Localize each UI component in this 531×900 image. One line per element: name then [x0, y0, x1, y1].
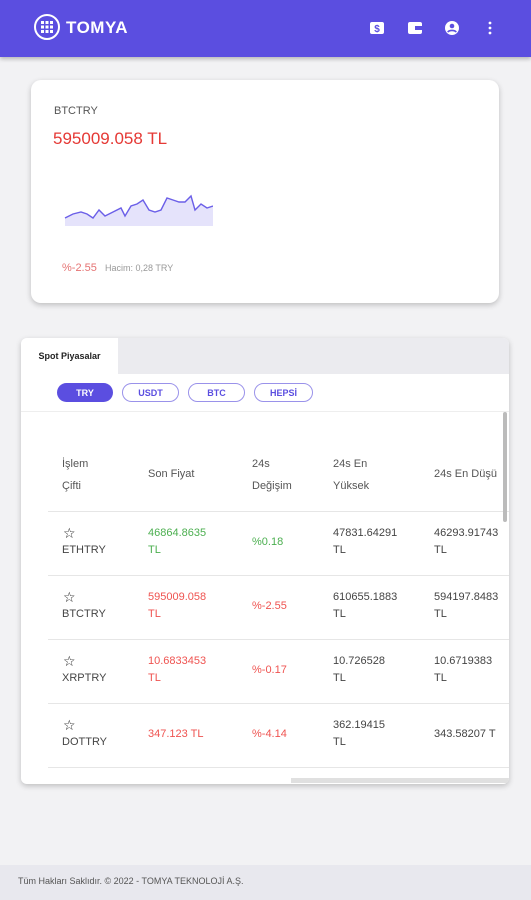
more-vertical-icon[interactable] — [482, 20, 498, 36]
header-high-line-1: 24s En — [333, 458, 368, 470]
header-change-line-1: 24s — [252, 458, 270, 470]
header-pair-line-2: Çifti — [62, 480, 81, 492]
row-change: %-0.17 — [252, 664, 287, 676]
row-divider — [48, 575, 509, 576]
row-low-unit: TL — [434, 672, 447, 684]
ticker-volume: Hacim: 0,28 TRY — [105, 263, 174, 273]
header-change-line-2: Değişim — [252, 480, 292, 492]
row-last-price: 46864.8635 TL — [148, 525, 206, 559]
row-low: 46293.91743 TL — [434, 525, 498, 559]
row-low: 594197.8483 TL — [434, 589, 498, 623]
row-divider — [48, 703, 509, 704]
row-high-value: 610655.1883 — [333, 591, 398, 603]
filter-usdt-chip[interactable]: USDT — [122, 383, 179, 402]
tab-spot-markets[interactable]: Spot Piyasalar — [21, 338, 118, 374]
header-pair-line-1: İşlem — [62, 458, 89, 470]
row-high-unit: TL — [333, 608, 346, 620]
market-tab-strip: Spot Piyasalar — [21, 338, 509, 374]
row-last-price-unit: TL — [148, 608, 161, 620]
row-divider — [48, 767, 509, 768]
svg-text:$: $ — [374, 24, 380, 35]
row-last-price-unit: TL — [148, 672, 161, 684]
row-divider — [48, 639, 509, 640]
favorite-star-icon[interactable]: ☆ — [63, 525, 76, 541]
wallet-icon[interactable] — [407, 20, 423, 36]
row-high-value: 362.19415 — [333, 719, 385, 731]
favorite-star-icon[interactable]: ☆ — [63, 653, 76, 669]
row-high-unit: TL — [333, 544, 346, 556]
footer-copyright: Tüm Hakları Saklıdır. © 2022 - TOMYA TEK… — [18, 876, 244, 886]
row-symbol: ETHTRY — [62, 544, 106, 556]
row-last-price-value: 595009.058 — [148, 591, 207, 603]
row-low-value: 46293.91743 — [434, 527, 499, 539]
row-low-value: 594197.8483 — [434, 591, 499, 603]
row-change: %-2.55 — [252, 600, 287, 612]
row-high-value: 10.726528 — [333, 655, 385, 667]
favorite-star-icon[interactable]: ☆ — [63, 589, 76, 605]
tomya-logo-icon — [34, 14, 60, 40]
header-pair[interactable]: İşlem Çifti — [62, 453, 88, 497]
header-change[interactable]: 24s Değişim — [252, 453, 292, 497]
brand-name[interactable]: TOMYA — [66, 18, 129, 37]
row-low-unit: TL — [434, 544, 447, 556]
row-low: 343.58207 T — [434, 728, 496, 740]
ticker-change: %-2.55 — [62, 262, 97, 274]
row-low: 10.6719383 TL — [434, 653, 492, 687]
row-high: 610655.1883 TL — [333, 589, 397, 623]
filter-try-chip[interactable]: TRY — [57, 383, 113, 402]
row-high-value: 47831.64291 — [333, 527, 398, 539]
row-high: 47831.64291 TL — [333, 525, 397, 559]
price-sparkline — [64, 194, 213, 226]
header-last-price[interactable]: Son Fiyat — [148, 468, 195, 480]
favorite-star-icon[interactable]: ☆ — [63, 717, 76, 733]
header-high[interactable]: 24s En Yüksek — [333, 453, 369, 497]
row-last-price-value: 46864.8635 — [148, 527, 207, 539]
header-low[interactable]: 24s En Düşü — [434, 468, 497, 480]
spot-market-panel: Spot Piyasalar TRY USDT BTC HEPSİ İşlem … — [21, 338, 509, 784]
account-icon[interactable] — [444, 20, 460, 36]
header-high-line-2: Yüksek — [333, 480, 370, 492]
row-change: %0.18 — [252, 536, 284, 548]
dollar-icon[interactable]: $ — [369, 20, 385, 36]
row-high-unit: TL — [333, 672, 346, 684]
row-symbol: DOTTRY — [62, 736, 108, 748]
ticker-pair: BTCTRY — [54, 105, 98, 117]
vertical-scrollbar[interactable] — [503, 412, 507, 522]
filter-divider — [21, 411, 509, 412]
ticker-price: 595009.058 TL — [53, 129, 168, 148]
top-app-bar: TOMYA $ — [0, 0, 531, 57]
row-low-unit: TL — [434, 608, 447, 620]
row-last-price: 10.6833453 TL — [148, 653, 206, 687]
row-last-price-value: 10.6833453 — [148, 655, 207, 667]
row-symbol: BTCTRY — [62, 608, 106, 620]
ticker-card[interactable]: BTCTRY 595009.058 TL %-2.55 Hacim: 0,28 … — [31, 80, 499, 303]
row-last-price: 595009.058 TL — [148, 589, 206, 623]
row-divider — [48, 511, 509, 512]
filter-btc-chip[interactable]: BTC — [188, 383, 245, 402]
horizontal-scrollbar-thumb[interactable] — [21, 778, 291, 783]
row-low-value: 10.6719383 — [434, 655, 493, 667]
row-high: 10.726528 TL — [333, 653, 385, 687]
row-change: %-4.14 — [252, 728, 287, 740]
filter-all-chip[interactable]: HEPSİ — [254, 383, 313, 402]
row-high: 362.19415 TL — [333, 717, 385, 751]
row-last-price-unit: TL — [148, 544, 161, 556]
row-last-price: 347.123 TL — [148, 728, 204, 740]
row-high-unit: TL — [333, 736, 346, 748]
footer: Tüm Hakları Saklıdır. © 2022 - TOMYA TEK… — [0, 865, 531, 900]
row-symbol: XRPTRY — [62, 672, 107, 684]
